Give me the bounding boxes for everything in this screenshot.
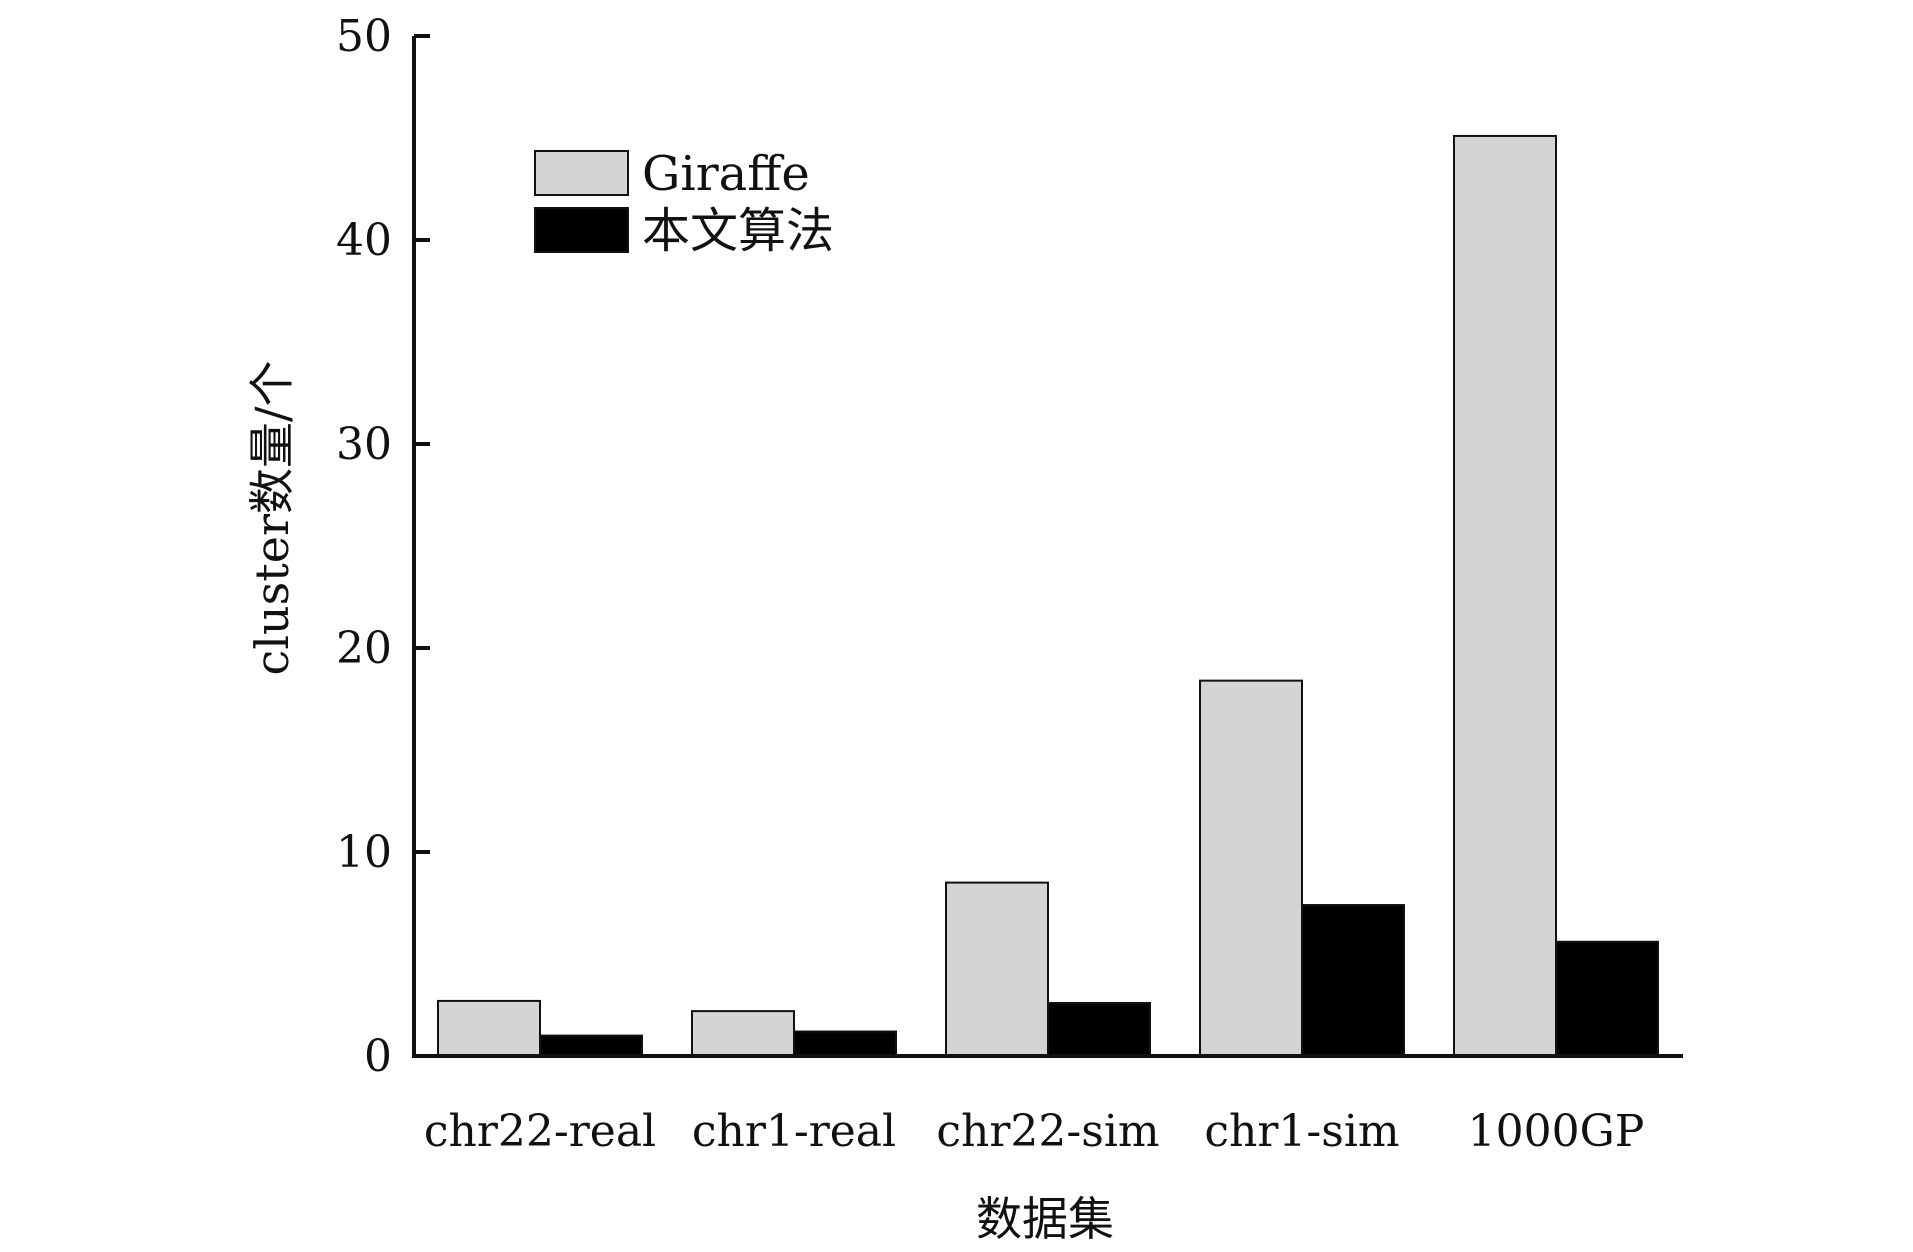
y-tick-label: 10 xyxy=(336,827,392,878)
legend-swatch-ours xyxy=(534,207,629,253)
bar-giraffe-chr1-real xyxy=(691,1010,795,1057)
x-labels-layer: chr22-real chr1-real chr22-sim chr1-sim 1000… xyxy=(424,1106,1644,1157)
legend-swatch-giraffe xyxy=(534,150,629,196)
legend-label-giraffe: Giraffe xyxy=(642,146,810,202)
x-axis-title: 数据集 xyxy=(976,1192,1114,1246)
legend-label-ours: 本文算法 xyxy=(642,203,834,259)
bar-giraffe-chr22-sim xyxy=(945,881,1049,1057)
bar-ours-chr22-sim xyxy=(1047,1001,1151,1058)
legend: Giraffe 本文算法 xyxy=(534,146,834,259)
y-tick-label: 20 xyxy=(336,623,392,674)
x-tick-label: chr22-real xyxy=(424,1106,656,1157)
x-tick-label: chr1-sim xyxy=(1204,1106,1399,1157)
y-tick-label: 30 xyxy=(336,419,392,470)
x-tick-label: chr22-sim xyxy=(936,1106,1159,1157)
bar-ours-1000GP xyxy=(1555,940,1659,1058)
bars-layer xyxy=(437,134,1659,1058)
bar-ours-chr1-sim xyxy=(1301,904,1405,1057)
y-axis-title: cluster数量/个 xyxy=(245,361,299,676)
bar-ours-chr22-real xyxy=(539,1034,643,1057)
bar-giraffe-1000GP xyxy=(1453,134,1557,1057)
y-ticks-layer: 0 10 20 30 40 50 xyxy=(336,11,430,1082)
x-tick-label: chr1-real xyxy=(692,1106,896,1157)
bar-ours-chr1-real xyxy=(793,1030,897,1058)
bar-giraffe-chr22-real xyxy=(437,999,541,1057)
y-tick-label: 50 xyxy=(336,11,392,62)
y-tick-label: 40 xyxy=(336,215,392,266)
x-tick-label: 1000GP xyxy=(1468,1106,1645,1157)
y-tick-label: 0 xyxy=(364,1031,392,1082)
bar-giraffe-chr1-sim xyxy=(1199,679,1303,1057)
